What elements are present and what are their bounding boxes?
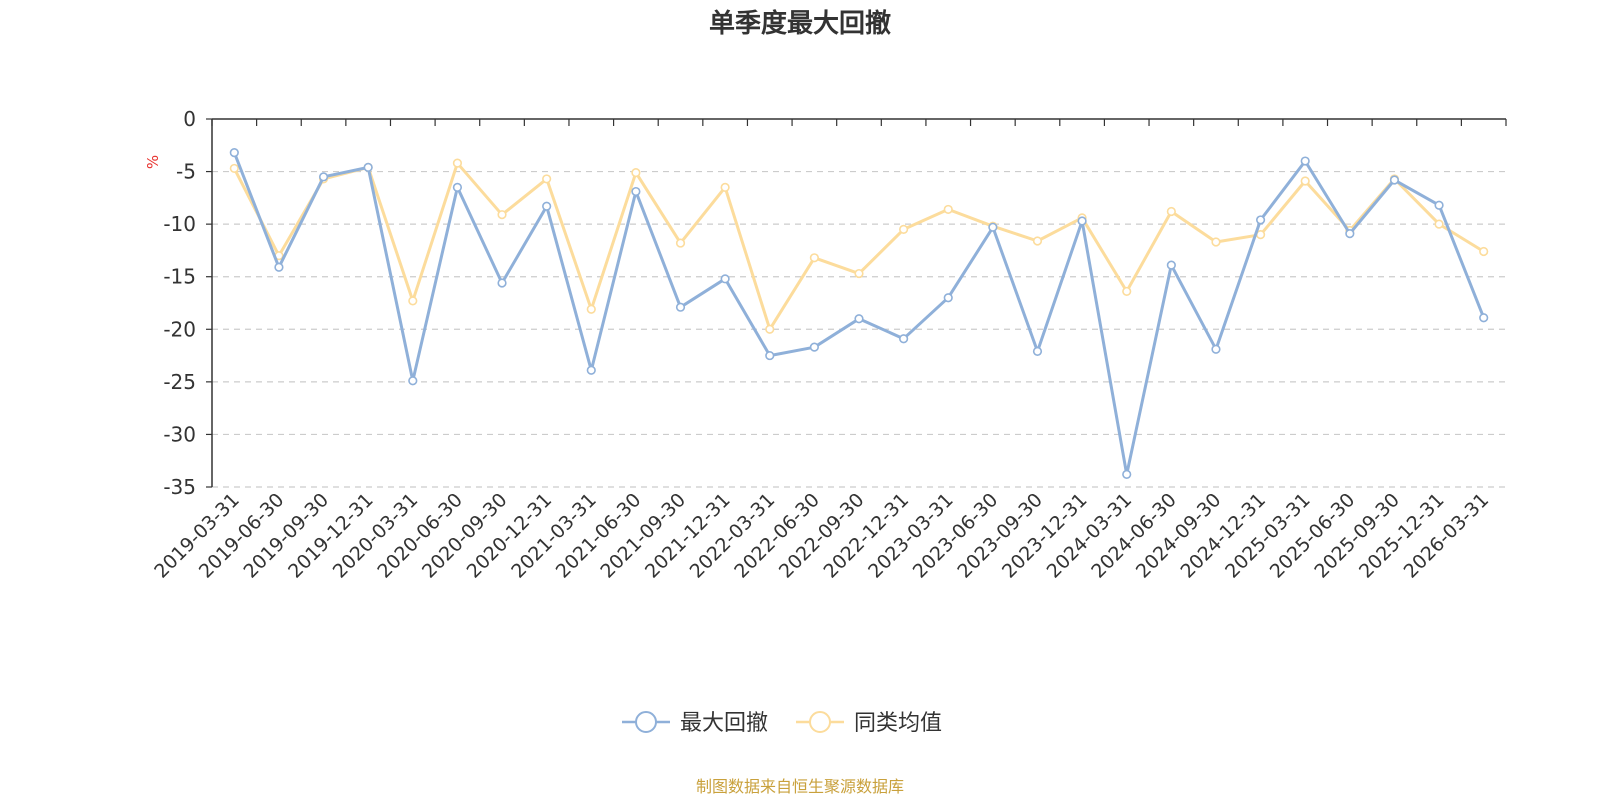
data-point: [1211, 344, 1221, 354]
data-point: [542, 201, 552, 211]
data-point: [497, 210, 507, 220]
series-group: [229, 148, 1489, 479]
data-point: [452, 182, 463, 192]
data-point: [1211, 237, 1221, 247]
data-point: [765, 350, 775, 361]
data-point: [229, 163, 239, 174]
data-point: [675, 302, 686, 312]
data-point: [1032, 346, 1043, 356]
y-tick-label: -10: [163, 212, 196, 236]
data-point: [1166, 260, 1176, 270]
data-point: [1434, 219, 1444, 229]
legend-label: 同类均值: [854, 711, 942, 736]
data-point: [229, 148, 239, 158]
data-point: [363, 162, 373, 172]
series-line: [232, 161, 1485, 331]
data-point: [988, 222, 998, 232]
data-point: [720, 182, 730, 192]
series-line: [232, 152, 1486, 476]
data-point: [631, 168, 641, 178]
data-point: [1166, 206, 1176, 217]
y-axis-unit: %: [144, 155, 162, 169]
data-point: [1300, 176, 1310, 186]
data-point: [1434, 200, 1444, 210]
data-point: [586, 304, 596, 314]
legend-item-1: 最大回撤: [622, 711, 768, 736]
data-point: [497, 278, 507, 288]
y-tick-label: -20: [163, 317, 196, 341]
series-1: [229, 148, 1489, 479]
data-point: [943, 293, 953, 303]
data-point: [1345, 229, 1355, 239]
y-tick-label: -15: [163, 265, 196, 289]
data-point: [765, 324, 775, 334]
data-point: [1122, 469, 1132, 479]
data-point: [452, 158, 463, 168]
data-point: [408, 376, 418, 386]
data-point: [1032, 236, 1043, 246]
data-point: [318, 172, 329, 182]
y-tick-label: -30: [163, 422, 196, 446]
data-point: [809, 253, 819, 263]
axes: [211, 118, 1506, 487]
data-point: [274, 262, 284, 272]
legend-item-2: 同类均值: [796, 711, 942, 736]
data-point: [1122, 286, 1132, 297]
data-point: [943, 204, 953, 215]
data-point: [1255, 215, 1266, 225]
data-point: [586, 365, 596, 375]
series-2: [229, 158, 1489, 334]
data-point: [408, 296, 418, 306]
data-point: [854, 314, 864, 324]
data-point: [1077, 216, 1087, 226]
y-tick-label: -5: [176, 160, 196, 184]
data-point: [1479, 313, 1489, 323]
y-tick-label: 0: [183, 107, 196, 131]
data-point: [675, 238, 686, 248]
y-tick-label: -25: [163, 370, 196, 394]
data-point: [542, 174, 552, 184]
chart-title: 单季度最大回撤: [709, 8, 891, 39]
data-point: [1479, 246, 1489, 257]
legend-marker: [809, 711, 831, 733]
y-tick-label: -35: [163, 475, 196, 499]
legend-label: 最大回撤: [680, 711, 768, 736]
legend: 最大回撤 同类均值: [622, 711, 942, 736]
y-axis-ticks: 0 -5 -10 -15 -20 -25 -30 -35: [163, 107, 212, 499]
data-point: [631, 186, 641, 197]
x-axis-ticks: 2019-03-312019-06-302019-09-302019-12-31…: [150, 119, 1507, 583]
legend-marker: [635, 711, 657, 733]
data-source-note: 制图数据来自恒生聚源数据库: [696, 777, 904, 796]
data-point: [720, 274, 730, 284]
data-point: [809, 342, 819, 352]
data-point: [854, 268, 864, 279]
data-point: [1300, 156, 1310, 166]
data-point: [899, 334, 909, 344]
data-point: [899, 224, 909, 234]
grid-lines: [212, 170, 1506, 488]
data-point: [1389, 175, 1400, 185]
